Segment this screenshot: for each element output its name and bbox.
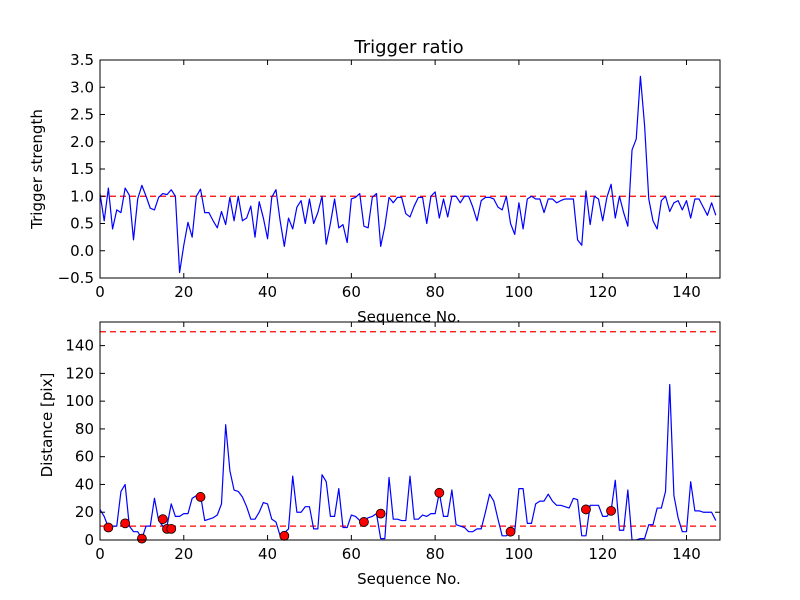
y-tick-label: 120 [65,364,94,382]
chart-title: Trigger ratio [353,37,463,58]
x-tick-label: 20 [174,545,193,563]
x-tick-label: 120 [588,545,617,563]
y-axis-label: Trigger strength [28,109,46,230]
series-line [100,75,717,274]
plot-area: 0 20 40 60 80 100 120 140 −0.5 0.0 0.5 1.0 1.5 2.0 2.5… [58,51,721,301]
y-tick-label: 80 [75,420,94,438]
y-tick-label: 2.0 [70,133,94,151]
y-tick-label: 3.0 [70,78,94,96]
y-tick-label: 2.5 [70,106,94,124]
y-tick-label: 1.5 [70,160,94,178]
y-axis-label: Distance [pix] [38,373,56,478]
data-point-marker [359,517,369,527]
y-tick-label: 0.5 [70,215,94,233]
data-point-marker [279,530,290,541]
y-tick-label: 40 [75,475,94,493]
y-tick-label: 20 [75,503,94,521]
axes-frame [99,321,721,541]
x-axis-label: Sequence No. [357,308,461,326]
data-point-marker [195,492,206,502]
y-tick-label: 140 [65,337,94,355]
data-point-marker [136,533,147,544]
x-tick-label: 0 [95,283,105,301]
y-tick-label: 0.0 [70,242,94,260]
x-tick-label: 20 [174,283,193,301]
data-point-marker [505,526,516,537]
data-point-marker [120,518,131,529]
x-tick-label: 40 [258,545,277,563]
data-point-marker [157,514,168,525]
y-tick-label: 1.0 [70,187,94,205]
series-line [100,383,717,540]
data-point-marker [581,504,591,515]
x-tick-label: 120 [588,283,617,301]
y-tick-label: −0.5 [58,269,94,287]
x-tick-label: 140 [672,545,701,563]
x-tick-label: 80 [426,545,445,563]
data-point-marker [375,508,386,519]
y-tick-label: 60 [75,448,94,466]
y-tick-label: 3.5 [70,51,94,69]
data-point-marker [434,487,445,498]
y-tick-label: 100 [65,392,94,410]
x-tick-label: 100 [505,283,534,301]
x-tick-label: 0 [95,545,105,563]
data-point-marker [166,523,177,534]
data-point-marker [103,522,114,533]
data-point-marker [606,505,616,516]
x-tick-label: 40 [258,283,277,301]
y-tick-label: 0 [84,531,94,549]
x-tick-label: 60 [342,283,361,301]
x-axis-label: Sequence No. [357,570,461,588]
distance-chart: 0 20 40 60 80 100 120 140 0 20 40 60 80 100 120 140 Seq… [38,321,721,588]
x-tick-label: 100 [505,545,534,563]
x-tick-label: 60 [342,545,361,563]
plot-area: 0 20 40 60 80 100 120 140 0 20 40 60 80 100 120 140 [65,321,721,563]
x-tick-label: 80 [426,283,445,301]
x-tick-label: 140 [672,283,701,301]
